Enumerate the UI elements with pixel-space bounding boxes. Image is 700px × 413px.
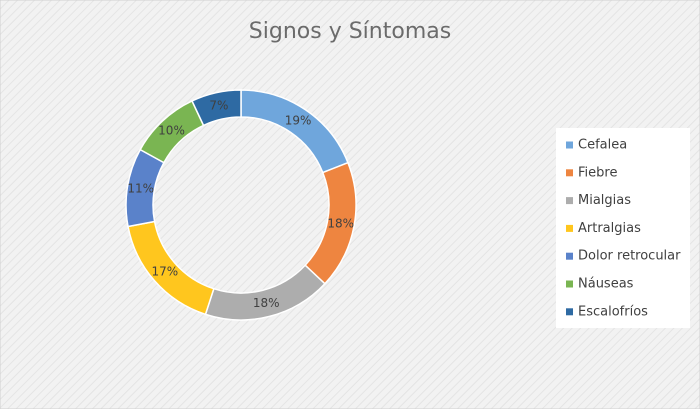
data-label: 19% [285, 114, 312, 128]
data-label: 11% [127, 182, 154, 196]
legend-label: Escalofríos [578, 304, 648, 319]
legend-swatch [566, 252, 573, 260]
legend-label: Mialgias [578, 193, 631, 208]
data-label: 18% [253, 296, 280, 310]
legend-swatch [566, 308, 573, 316]
data-label: 17% [152, 265, 179, 279]
legend-label: Náuseas [578, 277, 634, 292]
legend-swatch [566, 280, 573, 288]
legend-box [556, 128, 690, 328]
data-label: 10% [158, 124, 185, 138]
legend-swatch [566, 224, 573, 232]
legend-label: Cefalea [578, 138, 627, 153]
legend-label: Fiebre [578, 165, 617, 180]
legend-label: Artralgias [578, 221, 641, 236]
legend-label: Dolor retrocular [578, 249, 681, 264]
data-label: 7% [209, 98, 228, 112]
legend-swatch [566, 169, 573, 177]
chart-title: Signos y Síntomas [249, 19, 451, 44]
donut-slice [191, 89, 242, 127]
legend-swatch [566, 141, 573, 149]
legend-swatch [566, 197, 573, 205]
data-label: 18% [327, 217, 354, 231]
